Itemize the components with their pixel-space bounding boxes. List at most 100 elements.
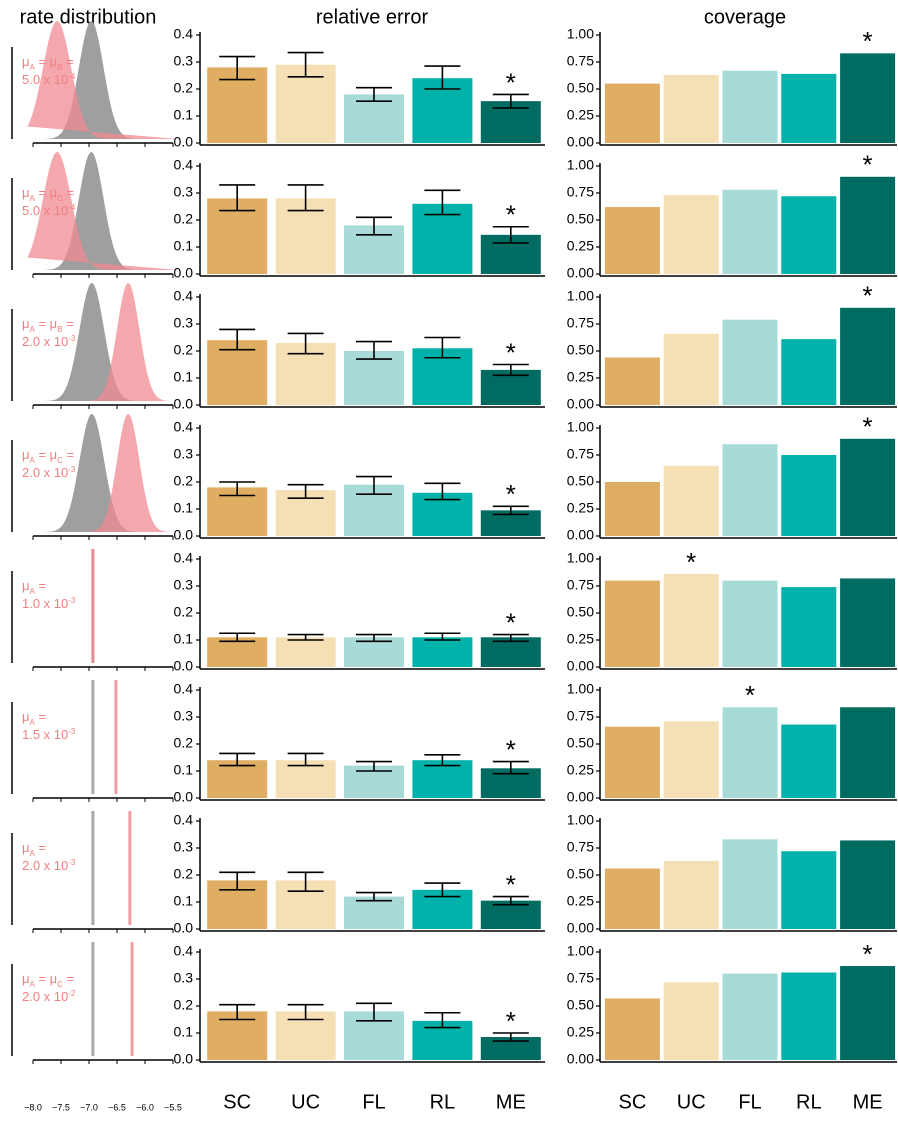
bar bbox=[840, 578, 896, 667]
y-tick-label: 1.00 bbox=[567, 157, 594, 173]
y-tick-label: 1.00 bbox=[567, 419, 594, 435]
rate-label-part: -3 bbox=[68, 596, 76, 605]
y-tick-label: 0.75 bbox=[567, 970, 594, 986]
y-tick-label: 0.75 bbox=[567, 708, 594, 724]
error-bar bbox=[492, 505, 529, 516]
rate-label-part: = bbox=[63, 447, 74, 462]
rate-label-part: 5.0 x 10 bbox=[22, 203, 68, 218]
rate-label: μA = μC = bbox=[22, 447, 74, 464]
rate-label: μA = μB = bbox=[22, 54, 74, 71]
y-tick-label: 0.75 bbox=[567, 577, 594, 593]
significance-marker: * bbox=[863, 939, 873, 969]
x-tick-label: −6.0 bbox=[136, 1102, 154, 1112]
y-tick-label: 0.0 bbox=[174, 1051, 194, 1067]
y-tick-label: 1.00 bbox=[567, 943, 594, 959]
error-bar bbox=[356, 340, 392, 360]
y-tick-label: 0.0 bbox=[174, 396, 194, 412]
error-bar bbox=[219, 184, 256, 212]
y-tick-label: 0.50 bbox=[567, 735, 594, 751]
rate-label-part: = μ bbox=[35, 447, 57, 462]
x-tick-label: −6.5 bbox=[108, 1102, 126, 1112]
rate-label-part: -4 bbox=[68, 72, 76, 81]
y-tick-label: 0.50 bbox=[567, 997, 594, 1013]
y-tick-label: 0.25 bbox=[567, 762, 594, 778]
error-bar bbox=[219, 1003, 256, 1021]
rate-label-part: -3 bbox=[68, 727, 76, 736]
rate-label-part: = bbox=[63, 316, 74, 331]
x-tick-label: SC bbox=[223, 1091, 251, 1113]
y-tick-label: 1.00 bbox=[567, 26, 594, 42]
rate-label: μA = bbox=[22, 578, 46, 595]
y-tick-label: 0.3 bbox=[174, 53, 194, 69]
error-bar bbox=[356, 216, 392, 236]
rate-label-part: 1.5 x 10 bbox=[22, 727, 68, 742]
density-curve bbox=[27, 152, 179, 270]
bar bbox=[722, 707, 778, 798]
y-tick-label: 0.2 bbox=[174, 342, 194, 358]
y-tick-label: 0.00 bbox=[567, 789, 594, 805]
y-tick-label: 0.00 bbox=[567, 265, 594, 281]
y-tick-label: 0.2 bbox=[174, 735, 194, 751]
y-tick-label: 0.2 bbox=[174, 997, 194, 1013]
significance-marker: * bbox=[863, 412, 873, 442]
error-bar bbox=[492, 225, 529, 244]
column-title: coverage bbox=[704, 6, 786, 28]
y-tick-label: 0.00 bbox=[567, 920, 594, 936]
x-tick-label: ME bbox=[496, 1091, 526, 1113]
error-bar bbox=[356, 891, 392, 902]
error-bar bbox=[424, 753, 461, 767]
y-tick-label: 0.50 bbox=[567, 473, 594, 489]
error-bar bbox=[424, 1011, 461, 1029]
density-curve bbox=[27, 21, 179, 139]
y-tick-label: 0.1 bbox=[174, 762, 194, 778]
x-tick-label: −8.0 bbox=[24, 1102, 42, 1112]
bar bbox=[604, 998, 660, 1060]
rate-label-part: 2.0 x 10 bbox=[22, 465, 68, 480]
y-tick-label: 0.3 bbox=[174, 184, 194, 200]
error-bar bbox=[287, 871, 324, 893]
y-tick-label: 1.00 bbox=[567, 288, 594, 304]
bar bbox=[722, 580, 778, 667]
y-tick-label: 0.1 bbox=[174, 1024, 194, 1040]
rate-label: μA = bbox=[22, 840, 46, 857]
x-tick-label: UC bbox=[677, 1091, 706, 1113]
rate-label-part: 2.0 x 10 bbox=[22, 989, 68, 1004]
x-tick-label: −7.5 bbox=[52, 1102, 70, 1112]
bar bbox=[604, 580, 660, 667]
rate-label: 5.0 x 10-4 bbox=[22, 72, 76, 88]
y-tick-label: 0.75 bbox=[567, 53, 594, 69]
y-tick-label: 1.00 bbox=[567, 550, 594, 566]
bar bbox=[722, 189, 778, 274]
error-bar bbox=[492, 363, 529, 377]
y-tick-label: 0.75 bbox=[567, 184, 594, 200]
x-tick-label: UC bbox=[291, 1091, 320, 1113]
y-tick-label: 0.25 bbox=[567, 107, 594, 123]
y-tick-label: 0.4 bbox=[174, 550, 194, 566]
density-curve bbox=[27, 21, 179, 139]
error-bar bbox=[219, 752, 256, 767]
error-bar bbox=[492, 760, 529, 775]
error-bar bbox=[492, 633, 529, 643]
bar bbox=[722, 319, 778, 405]
rate-label-part: μ bbox=[22, 316, 30, 331]
rate-label-part: = bbox=[35, 578, 46, 593]
y-tick-label: 0.00 bbox=[567, 396, 594, 412]
rate-label: 1.5 x 10-3 bbox=[22, 727, 76, 743]
error-bar bbox=[424, 482, 461, 501]
error-bar bbox=[219, 328, 256, 351]
x-tick-label: RL bbox=[430, 1091, 456, 1113]
y-tick-label: 0.50 bbox=[567, 866, 594, 882]
bar bbox=[412, 760, 473, 798]
y-tick-label: 0.0 bbox=[174, 134, 194, 150]
y-tick-label: 0.4 bbox=[174, 943, 194, 959]
density-curve bbox=[27, 152, 179, 270]
bar bbox=[604, 83, 660, 143]
y-tick-label: 0.4 bbox=[174, 288, 194, 304]
significance-marker: * bbox=[745, 680, 755, 710]
y-tick-label: 0.3 bbox=[174, 577, 194, 593]
error-bar bbox=[287, 1003, 324, 1021]
bar bbox=[275, 64, 336, 143]
rate-label-part: 5.0 x 10 bbox=[22, 72, 68, 87]
y-tick-label: 0.50 bbox=[567, 342, 594, 358]
rate-label-part: = μ bbox=[35, 185, 57, 200]
